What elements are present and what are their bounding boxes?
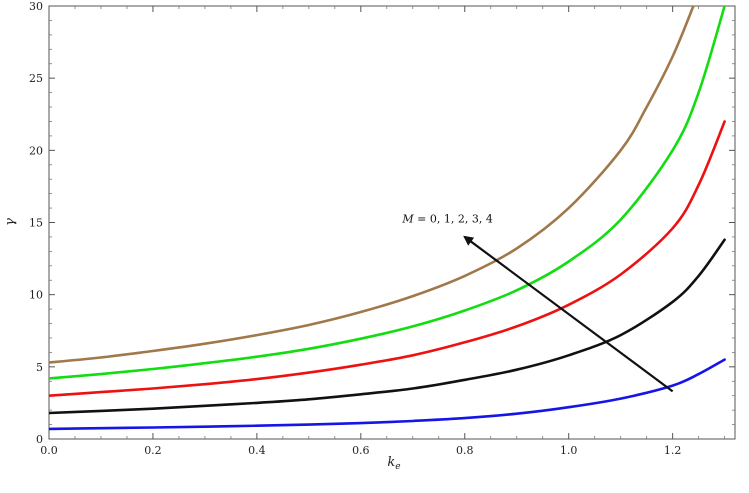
series-group [49, 6, 726, 431]
x-tick-label: 1.2 [664, 444, 682, 457]
x-tick-label: 1.0 [560, 444, 578, 457]
x-tick-label: 0.2 [144, 444, 162, 457]
x-axis-ticks: 0.0 0.2 0.4 0.6 0.8 1.0 1.2 [40, 6, 726, 457]
plot-frame [48, 5, 736, 440]
x-tick-label: 0.6 [352, 444, 370, 457]
y-axis-ticks: 0 5 10 15 20 25 30 [29, 0, 735, 446]
annotation-label: M = 0, 1, 2, 3, 4 [401, 213, 492, 226]
series-line-4 [49, 6, 695, 364]
y-tick-label: 5 [36, 361, 43, 374]
x-tick-label: 0.4 [248, 444, 266, 457]
y-tick-label: 10 [29, 289, 43, 302]
y-axis-label: γ [3, 218, 18, 226]
series-line-3 [49, 6, 726, 380]
x-tick-label: 0.8 [456, 444, 474, 457]
series-line-1 [49, 238, 726, 415]
y-tick-label: 25 [29, 72, 43, 85]
y-tick-label: 20 [29, 144, 43, 157]
series-line-2 [49, 120, 726, 397]
x-tick-label: 0.0 [40, 444, 58, 457]
annotation-group: M = 0, 1, 2, 3, 4 [401, 213, 674, 393]
y-tick-label: 0 [36, 433, 43, 446]
y-tick-label: 30 [29, 0, 43, 13]
series-line-0 [49, 358, 726, 431]
annotation-arrow [463, 235, 674, 393]
x-axis-label: ke [387, 455, 400, 472]
y-tick-label: 15 [29, 217, 43, 230]
